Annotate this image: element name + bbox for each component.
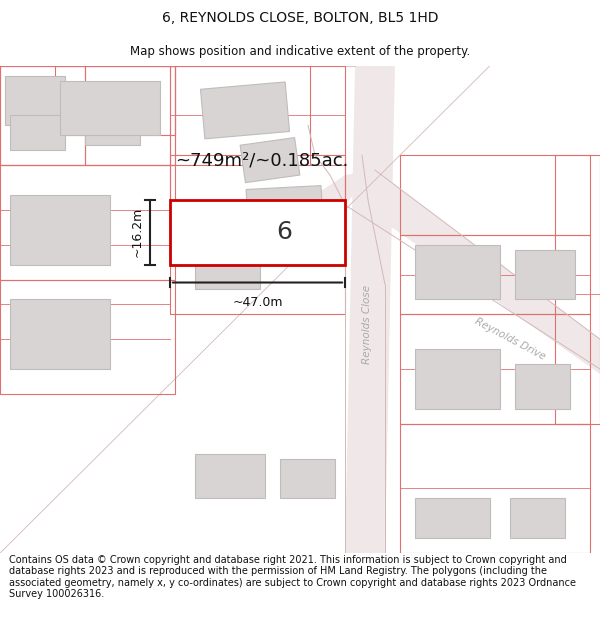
Text: Contains OS data © Crown copyright and database right 2021. This information is : Contains OS data © Crown copyright and d… (9, 554, 576, 599)
Polygon shape (310, 170, 375, 215)
Bar (10, 195, 110, 264)
Bar (60, 81, 160, 135)
Bar (85, 116, 140, 145)
Bar (10, 299, 110, 369)
Polygon shape (345, 66, 395, 553)
Polygon shape (300, 205, 345, 225)
Bar (415, 349, 500, 409)
Bar (5, 76, 65, 126)
Bar (195, 240, 260, 289)
Bar (280, 459, 335, 498)
Bar (240, 138, 300, 182)
Text: ~16.2m: ~16.2m (131, 207, 144, 258)
Bar (10, 116, 65, 150)
Text: Map shows position and indicative extent of the property.: Map shows position and indicative extent… (130, 45, 470, 58)
Text: Reynolds Drive: Reynolds Drive (473, 316, 547, 362)
Bar (200, 82, 290, 139)
Text: Reynolds Close: Reynolds Close (362, 285, 372, 364)
Text: 6, REYNOLDS CLOSE, BOLTON, BL5 1HD: 6, REYNOLDS CLOSE, BOLTON, BL5 1HD (162, 11, 438, 26)
Bar (246, 186, 324, 244)
Bar (510, 498, 565, 538)
Text: 6: 6 (276, 220, 292, 244)
Polygon shape (360, 170, 600, 374)
Bar (515, 249, 575, 299)
Text: ~749m²/~0.185ac.: ~749m²/~0.185ac. (175, 151, 349, 169)
Bar (170, 200, 345, 264)
Bar (415, 245, 500, 299)
Bar (515, 364, 570, 409)
Text: ~47.0m: ~47.0m (232, 296, 283, 309)
Bar (180, 209, 250, 257)
Bar (195, 454, 265, 498)
Bar (415, 498, 490, 538)
